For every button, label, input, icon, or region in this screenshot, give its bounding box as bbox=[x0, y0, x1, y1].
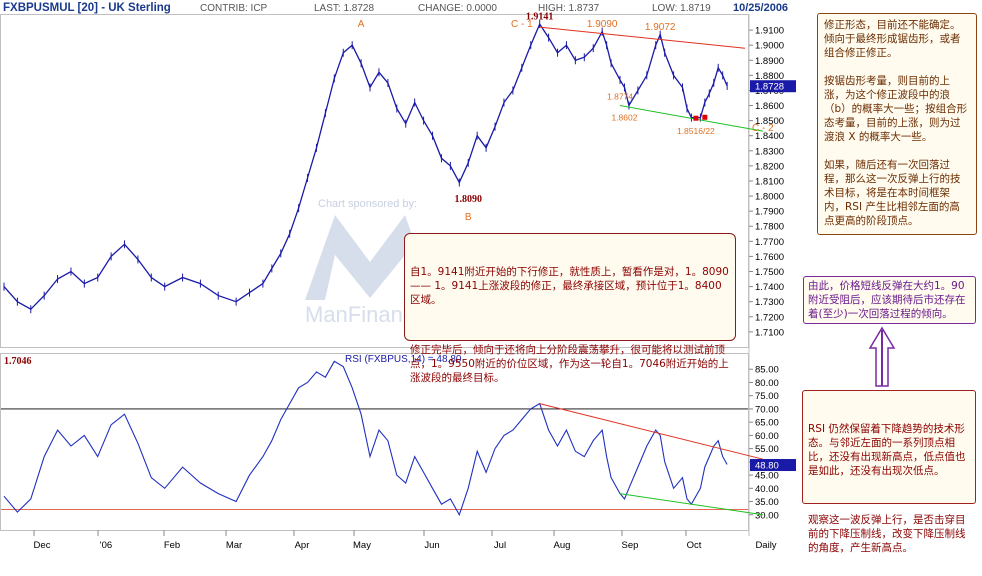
date-text: 10/25/2006 bbox=[733, 2, 788, 14]
rsi-ytick-label: 65.00 bbox=[755, 418, 779, 429]
watermark-top: Chart sponsored by: bbox=[318, 198, 417, 210]
contrib-text: CONTRIB: ICP bbox=[200, 3, 268, 14]
note-bottom-p2: 观察这一波反弹上行，是否击穿目前的下降压制线，改变下降压制线的角度，产生新高点。 bbox=[808, 514, 966, 554]
x-tick-label: Dec bbox=[34, 540, 51, 551]
low-marker bbox=[693, 115, 699, 121]
price-ytick-label: 1.7500 bbox=[755, 267, 784, 278]
high-text: HIGH: 1.8737 bbox=[538, 3, 600, 14]
note-bottom-p1: RSI 仍然保留着下降趋势的技术形态。与邻近左面的一系列顶点相比，还没有出现新高… bbox=[808, 423, 966, 477]
price-y-ticks: 1.91001.90001.89001.88001.87001.86001.85… bbox=[749, 26, 784, 338]
rsi-series: 48.80 bbox=[1, 360, 796, 517]
price-annotations: A C - 11.9141 1.9090 1.9072 1.8774 1.8602 1.85… bbox=[358, 12, 774, 224]
last-price-badge bbox=[750, 80, 796, 93]
price-ytick-label: 1.8600 bbox=[755, 101, 784, 112]
price-ytick-label: 1.7700 bbox=[755, 237, 784, 248]
rsi-ytick-label: 35.00 bbox=[755, 497, 779, 508]
price-ytick-label: 1.8100 bbox=[755, 176, 784, 187]
price-ytick-label: 1.7600 bbox=[755, 252, 784, 263]
price-ytick-label: 1.7300 bbox=[755, 297, 784, 308]
price-ytick-label: 1.8900 bbox=[755, 56, 784, 67]
lower-trendline bbox=[619, 105, 763, 132]
price-annotation: A bbox=[358, 19, 365, 30]
price-annotation: C - 2 bbox=[752, 123, 774, 134]
price-ytick-label: 1.7100 bbox=[755, 327, 784, 338]
rsi-ytick-label: 60.00 bbox=[755, 431, 779, 442]
symbol-title: FXBPUSMUL [20] - UK Sterling bbox=[3, 2, 171, 14]
low-marker bbox=[702, 114, 708, 120]
x-tick-label: Oct bbox=[687, 540, 702, 551]
corner-label: 1.7046 bbox=[4, 356, 32, 367]
price-annotation: 1.8602 bbox=[611, 113, 637, 123]
chart-header: FXBPUSMUL [20] - UK Sterling CONTRIB: IC… bbox=[3, 2, 788, 14]
x-tick-label: Sep bbox=[622, 540, 639, 551]
price-annotation: 1.8090 bbox=[454, 194, 482, 205]
price-ytick-label: 1.8800 bbox=[755, 71, 784, 82]
rsi-ytick-label: 80.00 bbox=[755, 378, 779, 389]
price-ytick-label: 1.7900 bbox=[755, 207, 784, 218]
x-tick-label: May bbox=[353, 540, 371, 551]
rsi-green-trendline bbox=[619, 493, 763, 516]
price-annotation: 1.9141 bbox=[526, 12, 554, 23]
rsi-last-label: 48.80 bbox=[755, 461, 779, 472]
upper-trendline bbox=[539, 26, 746, 49]
change-text: CHANGE: 0.0000 bbox=[418, 3, 497, 14]
price-line bbox=[3, 22, 728, 311]
rsi-ytick-label: 70.00 bbox=[755, 404, 779, 415]
purple-arrow-icon bbox=[868, 326, 896, 387]
price-annotation: 1.9072 bbox=[645, 22, 676, 33]
price-ytick-label: 1.7800 bbox=[755, 222, 784, 233]
note-center-p2: 修正完毕后，倾向于还将向上分阶段震荡攀升，很可能将以测试前顶点，1。9550附近… bbox=[410, 344, 729, 384]
rsi-ytick-label: 40.00 bbox=[755, 484, 779, 495]
price-annotation: 1.9090 bbox=[587, 19, 618, 30]
x-tick-label: Apr bbox=[295, 540, 310, 551]
rsi-red-trendline bbox=[539, 403, 763, 460]
rsi-line bbox=[3, 360, 728, 517]
rsi-ytick-label: 45.00 bbox=[755, 471, 779, 482]
price-series: 1.8728 bbox=[3, 20, 796, 314]
note-bottom: RSI 仍然保留着下降趋势的技术形态。与邻近左面的一系列顶点相比，还没有出现新高… bbox=[802, 390, 976, 554]
note-center: 自1。9141附近开始的下行修正，就性质上，暂看作是对，1。8090 —— 1。… bbox=[404, 233, 736, 384]
last-price-label: 1.8728 bbox=[755, 82, 784, 93]
rsi-y-ticks: 85.0080.0075.0070.0065.0060.0055.0050.00… bbox=[749, 365, 779, 521]
x-tick-label: Feb bbox=[164, 540, 180, 551]
price-ytick-label: 1.8500 bbox=[755, 116, 784, 127]
x-tick-label: Jun bbox=[424, 540, 439, 551]
price-annotation: 1.8774 bbox=[607, 91, 633, 101]
note-purple: 由此，价格短线反弹在大约1。90附近受阻后，应该期待后市还存在着(至少)一次回落… bbox=[803, 276, 976, 324]
price-annotation: 1.8516/22 bbox=[677, 126, 715, 136]
rsi-ytick-label: 30.00 bbox=[755, 510, 779, 521]
price-annotation: C - 1 bbox=[511, 19, 533, 30]
price-ytick-label: 1.7200 bbox=[755, 312, 784, 323]
x-tick-label: Daily bbox=[755, 540, 776, 551]
note-right-top: 修正形态，目前还不能确定。倾向于最终形成锯齿形，或者组合修正修正。 按锯齿形考量… bbox=[817, 13, 977, 235]
x-axis-ticks: Dec '06 Feb Mar Apr May Jun Jul Aug Sep Oct Daily bbox=[33, 530, 777, 551]
price-ytick-label: 1.8200 bbox=[755, 161, 784, 172]
price-annotation: B bbox=[465, 212, 472, 223]
price-ytick-label: 1.8300 bbox=[755, 146, 784, 157]
last-text: LAST: 1.8728 bbox=[314, 3, 374, 14]
x-tick-label: '06 bbox=[100, 540, 112, 551]
x-tick-label: Aug bbox=[554, 540, 571, 551]
watermark-logo-icon bbox=[305, 215, 435, 300]
rsi-ytick-label: 55.00 bbox=[755, 444, 779, 455]
x-tick-label: Jul bbox=[494, 540, 506, 551]
rsi-last-badge bbox=[750, 459, 796, 472]
note-center-p1: 自1。9141附近开始的下行修正，就性质上，暂看作是对，1。8090 —— 1。… bbox=[410, 266, 733, 306]
rsi-title: RSI (FXBPUS,14) = 48.80 bbox=[345, 354, 462, 365]
price-ytick-label: 1.7400 bbox=[755, 282, 784, 293]
price-ytick-label: 1.8000 bbox=[755, 192, 784, 203]
low-text: LOW: 1.8719 bbox=[652, 3, 711, 14]
x-tick-label: Mar bbox=[226, 540, 242, 551]
rsi-ytick-label: 85.00 bbox=[755, 365, 779, 376]
price-ytick-label: 1.9100 bbox=[755, 26, 784, 37]
price-ytick-label: 1.9000 bbox=[755, 41, 784, 52]
rsi-ytick-label: 75.00 bbox=[755, 391, 779, 402]
price-ytick-label: 1.8400 bbox=[755, 131, 784, 142]
